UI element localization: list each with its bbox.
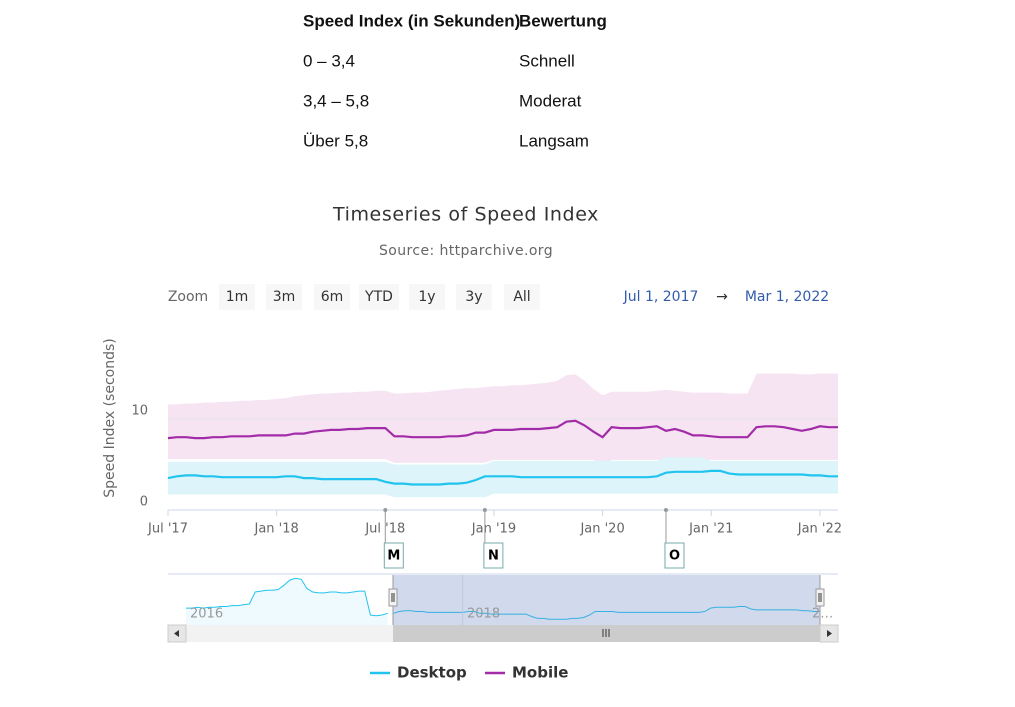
table-cell: Langsam: [519, 131, 589, 150]
x-tick-label: Jan '20: [579, 522, 624, 537]
navigator-label: 2…: [812, 607, 833, 622]
navigator-line: [186, 577, 388, 617]
flag-title[interactable]: O: [669, 549, 680, 564]
zoom-button[interactable]: [314, 284, 350, 310]
table-cell: 0 – 3,4: [303, 51, 355, 70]
table-cell: 3,4 – 5,8: [303, 91, 369, 110]
table-cell: Über 5,8: [303, 131, 368, 150]
series-line: [167, 419, 838, 440]
navigator-line: [393, 606, 820, 620]
x-tick-label: Jan '19: [471, 522, 516, 537]
x-tick-label: Jan '22: [797, 522, 842, 537]
y-axis-title: Speed Index (seconds): [102, 338, 118, 497]
navigator-handle[interactable]: [815, 588, 825, 607]
range-arrow: →: [716, 289, 728, 305]
range-to[interactable]: Mar 1, 2022: [745, 289, 829, 305]
zoom-button-label[interactable]: All: [513, 289, 530, 305]
zoom-button[interactable]: [359, 284, 399, 310]
table-header: Bewertung: [519, 11, 607, 30]
zoom-button-label[interactable]: 1m: [226, 289, 249, 305]
zoom-button[interactable]: [504, 284, 540, 310]
handle-grip: [391, 593, 395, 602]
navigator-area: [186, 578, 388, 625]
zoom-button-label[interactable]: 1y: [418, 289, 435, 305]
scrollbar-grip: [602, 629, 610, 637]
table-cell: Schnell: [519, 51, 575, 70]
zoom-button[interactable]: [266, 284, 302, 310]
flag-box[interactable]: [483, 542, 504, 569]
chart-title: Timeseries of Speed Index: [332, 204, 599, 226]
navigator-overlay[interactable]: 2016 2018 2…: [167, 575, 839, 643]
scroll-right-arrow: [827, 630, 832, 637]
y-tick-label: 10: [131, 404, 148, 419]
legend-label[interactable]: Desktop: [397, 664, 467, 682]
y-tick-label: 0: [140, 495, 148, 510]
chart-subtitle: Source: httparchive.org: [379, 243, 553, 259]
legend-label[interactable]: Mobile: [512, 664, 568, 682]
x-tick-label: Jul '17: [147, 522, 188, 537]
table-cell: Moderat: [519, 91, 582, 110]
legend[interactable]: Desktop Mobile: [370, 664, 568, 682]
scroll-left-arrow: [174, 630, 179, 637]
series-line: [167, 469, 838, 486]
x-tick-label: Jan '21: [688, 522, 733, 537]
zoom-label: Zoom: [168, 289, 208, 305]
flag-box[interactable]: [383, 542, 404, 569]
zoom-button-label[interactable]: 6m: [321, 289, 344, 305]
table-header: Speed Index (in Sekunden): [303, 11, 520, 30]
zoom-button-label[interactable]: 3y: [465, 289, 482, 305]
handle-grip: [818, 593, 822, 602]
flag-title[interactable]: N: [488, 549, 499, 564]
navigator-mask[interactable]: [393, 575, 820, 625]
zoom-button[interactable]: [219, 284, 255, 310]
flag-box[interactable]: [664, 542, 685, 569]
flag-title[interactable]: M: [387, 549, 400, 564]
navigator[interactable]: [168, 573, 838, 625]
navigator-label: 2016: [190, 607, 223, 622]
navigator-label: 2018: [467, 607, 500, 622]
zoom-button-label[interactable]: YTD: [364, 289, 393, 305]
zoom-button[interactable]: [456, 284, 492, 310]
zoom-button-label[interactable]: 3m: [273, 289, 296, 305]
navigator-handle[interactable]: [388, 588, 398, 607]
range-from[interactable]: Jul 1, 2017: [623, 289, 699, 305]
x-tick-label: Jan '18: [254, 522, 299, 537]
zoom-button[interactable]: [409, 284, 445, 310]
